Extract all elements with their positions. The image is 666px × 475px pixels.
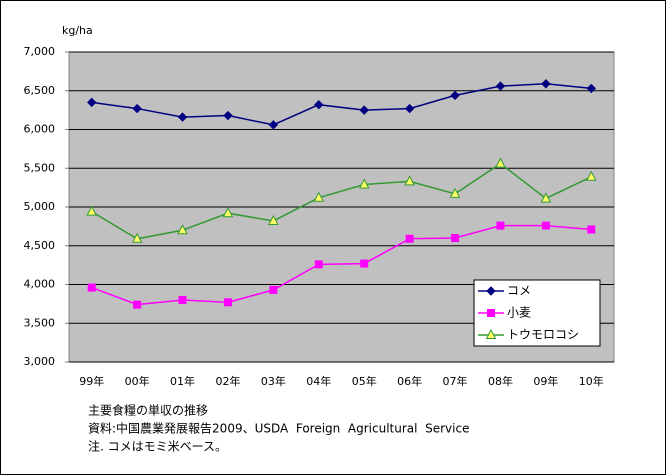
marker	[541, 79, 551, 89]
marker	[541, 221, 550, 230]
y-tick-label: 6,500	[24, 84, 56, 97]
x-tick-label: 00年	[125, 374, 150, 388]
y-tick-label: 4,000	[24, 278, 56, 291]
marker	[404, 175, 415, 186]
marker	[495, 157, 506, 168]
y-tick-label: 5,000	[24, 200, 56, 213]
marker	[404, 103, 415, 114]
x-tick-label: 99年	[79, 374, 104, 388]
x-tick-label: 01年	[170, 374, 195, 388]
x-tick-label: 08年	[488, 374, 513, 388]
marker	[495, 81, 506, 91]
y-tick-label: 3,500	[24, 316, 56, 329]
x-tick-label: 05年	[352, 374, 377, 388]
series-line	[91, 83, 592, 126]
note: 注. コメはモミ米ベース。	[88, 439, 227, 454]
marker	[177, 224, 188, 235]
marker	[540, 192, 552, 203]
marker	[268, 120, 279, 130]
marker	[132, 103, 142, 114]
x-tick-label: 06年	[397, 374, 422, 388]
marker	[449, 187, 461, 198]
marker	[223, 298, 232, 307]
marker	[133, 300, 142, 309]
marker	[450, 90, 460, 101]
x-tick-label: 10年	[579, 374, 604, 388]
x-tick-label: 02年	[215, 374, 240, 388]
legend-label: 小麦	[507, 306, 531, 320]
marker	[586, 83, 596, 94]
marker	[178, 296, 187, 304]
marker	[585, 170, 597, 181]
marker	[269, 285, 278, 294]
marker	[268, 214, 279, 225]
y-tick-label: 4,500	[24, 239, 56, 252]
marker	[87, 283, 96, 292]
x-tick-label: 07年	[443, 374, 468, 388]
marker	[223, 110, 233, 121]
marker	[314, 99, 324, 110]
note: 主要食糧の単収の推移	[88, 403, 208, 418]
legend-label: コメ	[507, 284, 531, 298]
y-axis-unit: kg/ha	[62, 24, 93, 37]
marker	[177, 112, 188, 122]
marker	[87, 97, 97, 108]
marker	[451, 234, 460, 242]
legend-label: トウモロコシ	[507, 328, 579, 342]
y-tick-label: 7,000	[24, 45, 56, 58]
marker	[359, 105, 369, 115]
note: 資料:中国農業発展報告2009、USDA Foreign Agricultura…	[88, 421, 469, 436]
marker	[131, 232, 143, 243]
marker	[86, 205, 98, 216]
marker	[358, 178, 370, 189]
series-line	[91, 162, 592, 240]
marker	[587, 225, 596, 234]
marker	[313, 191, 325, 202]
marker	[360, 259, 369, 268]
marker	[405, 234, 414, 243]
y-tick-label: 5,500	[24, 161, 56, 174]
x-tick-label: 04年	[306, 374, 331, 388]
y-tick-label: 6,000	[24, 123, 56, 136]
series-line	[91, 224, 592, 306]
marker	[314, 260, 323, 269]
legend-marker	[486, 286, 496, 296]
marker	[222, 207, 234, 218]
legend-marker	[487, 309, 495, 317]
marker	[496, 221, 505, 230]
x-tick-label: 09年	[533, 374, 558, 388]
legend-marker	[485, 328, 497, 339]
y-tick-label: 3,000	[24, 355, 56, 368]
x-tick-label: 03年	[261, 374, 286, 388]
